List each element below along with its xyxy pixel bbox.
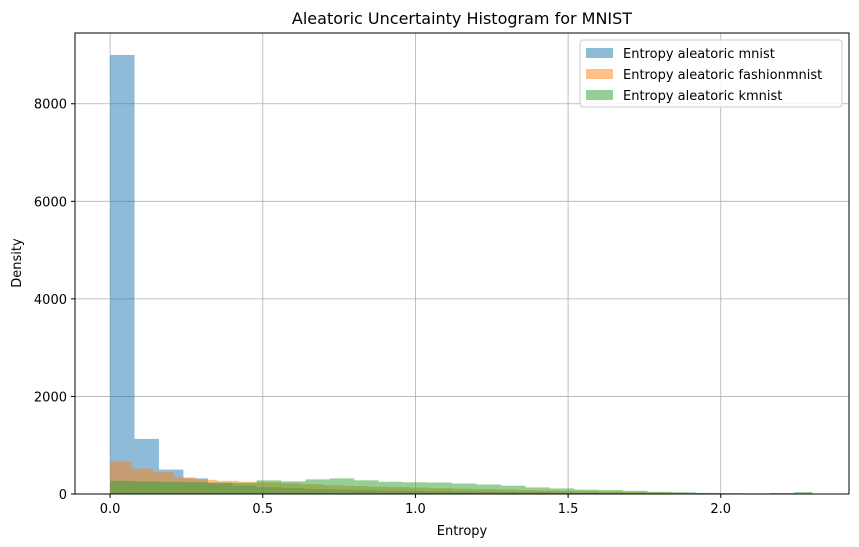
histogram-bar <box>427 482 453 494</box>
legend: Entropy aleatoric mnist Entropy aleatoric… <box>579 39 843 108</box>
histogram-bar <box>378 481 404 494</box>
histogram-bar <box>256 480 282 494</box>
histogram-bar <box>452 483 477 494</box>
histogram-bar <box>207 482 233 494</box>
axis-ticks: 0.0 0.5 1.0 1.5 2.0 0 2000 4000 6000 8000 <box>34 98 731 517</box>
histogram-bar <box>525 487 550 494</box>
histogram-bar <box>329 478 355 494</box>
histogram-bars <box>110 54 813 494</box>
histogram-bar <box>623 490 648 494</box>
histogram-bar <box>403 482 428 494</box>
y-axis-label: Density <box>10 238 25 288</box>
plot-frame <box>74 32 850 495</box>
x-tick-label: 0.0 <box>100 502 121 517</box>
legend-label: Entropy aleatoric mnist <box>623 47 775 62</box>
histogram-bar <box>794 492 813 494</box>
legend-swatch <box>586 48 613 58</box>
x-tick-label: 1.0 <box>405 502 426 517</box>
histogram-bar <box>354 480 379 494</box>
y-tick-label: 2000 <box>34 390 67 405</box>
chart-title: Aleatoric Uncertainty Histogram for MNIS… <box>292 9 632 28</box>
legend-swatch <box>586 90 613 100</box>
x-tick-label: 2.0 <box>710 502 731 517</box>
x-axis-label: Entropy <box>437 524 488 539</box>
legend-label: Entropy aleatoric fashionmnist <box>623 68 822 83</box>
histogram-bar <box>232 482 257 494</box>
y-tick-label: 8000 <box>34 98 67 113</box>
histogram-bar <box>110 54 135 494</box>
y-tick-label: 0 <box>59 488 67 503</box>
series-3 <box>110 478 813 494</box>
histogram-bar <box>476 484 501 494</box>
histogram-bar <box>134 481 159 494</box>
legend-swatch <box>586 69 613 79</box>
histogram-bar <box>598 490 624 494</box>
y-tick-label: 6000 <box>34 195 67 210</box>
histogram-bar <box>500 485 526 494</box>
legend-box <box>579 39 843 108</box>
histogram-bar <box>549 488 575 494</box>
histogram-bar <box>281 481 306 494</box>
x-tick-label: 0.5 <box>252 502 273 517</box>
x-tick-label: 1.5 <box>558 502 579 517</box>
histogram-bar <box>696 492 721 494</box>
histogram-bar <box>647 491 672 494</box>
histogram-bar <box>110 480 135 494</box>
y-tick-label: 4000 <box>34 293 67 308</box>
histogram-bar <box>183 482 208 494</box>
histogram-bar <box>671 492 697 494</box>
histogram-bar <box>305 479 330 494</box>
histogram-bar <box>158 481 184 494</box>
histogram-bar <box>574 489 599 494</box>
legend-label: Entropy aleatoric kmnist <box>623 89 782 104</box>
